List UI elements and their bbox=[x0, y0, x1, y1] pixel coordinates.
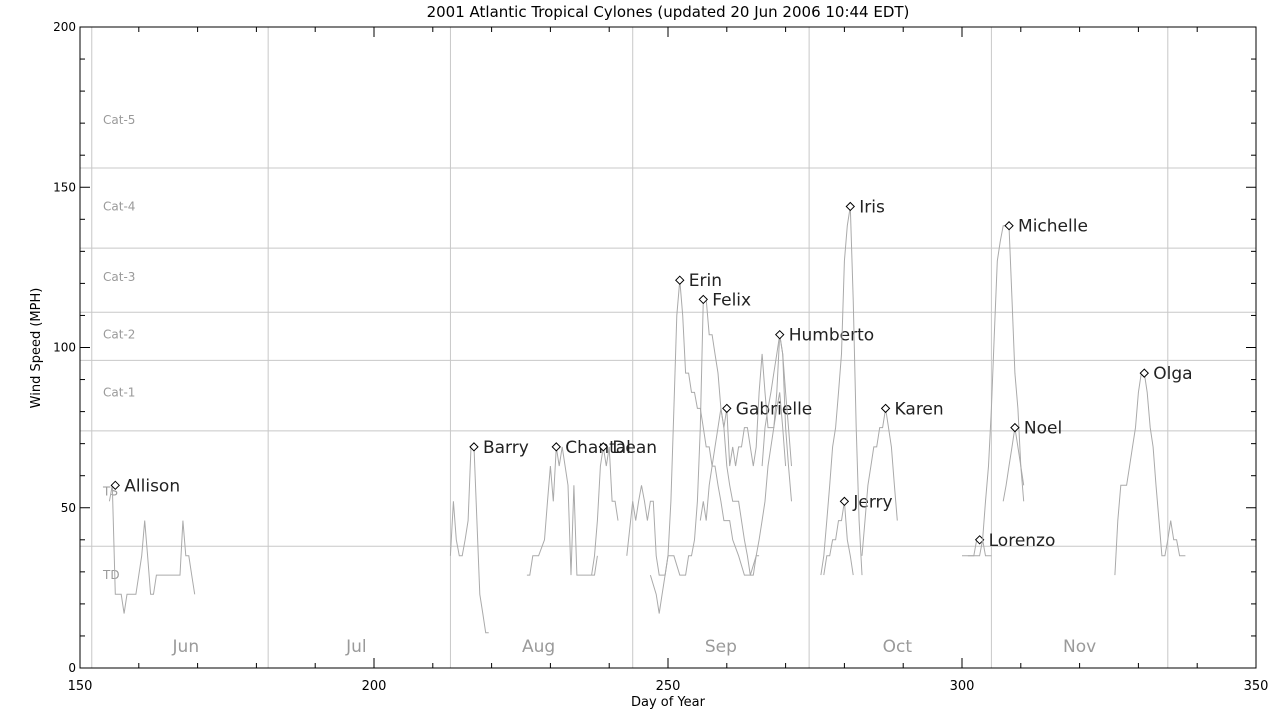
storm-label: Erin bbox=[689, 271, 722, 291]
x-tick-label: 250 bbox=[656, 679, 681, 694]
category-label: Cat-5 bbox=[103, 113, 135, 127]
storm-track bbox=[699, 334, 792, 521]
month-label: Sep bbox=[705, 637, 737, 657]
peak-marker bbox=[698, 294, 708, 305]
y-tick-label: 200 bbox=[53, 20, 76, 34]
storm-track bbox=[1002, 427, 1025, 502]
month-label: Aug bbox=[522, 637, 555, 657]
storm-track bbox=[591, 446, 619, 576]
month-label: Nov bbox=[1063, 637, 1096, 657]
month-label: Jun bbox=[172, 637, 200, 657]
storm-track bbox=[526, 446, 598, 576]
chart-title: 2001 Atlantic Tropical Cylones (updated … bbox=[427, 3, 910, 21]
peak-marker bbox=[469, 442, 479, 452]
plot-frame bbox=[79, 26, 1257, 669]
storm-label: Noel bbox=[1024, 419, 1062, 439]
x-tick-label: 350 bbox=[1244, 679, 1269, 694]
storm-track bbox=[861, 408, 898, 556]
storm-label: Gabrielle bbox=[736, 399, 812, 419]
peak-marker bbox=[880, 403, 891, 414]
month-label: Jul bbox=[345, 637, 367, 657]
grid-layer bbox=[80, 27, 1256, 668]
storm-track bbox=[108, 485, 196, 614]
peak-marker bbox=[1139, 368, 1149, 378]
storm-label: Felix bbox=[712, 290, 751, 310]
category-label: Cat-3 bbox=[103, 270, 135, 284]
month-labels: Jun Jul Aug Sep Oct Nov bbox=[172, 637, 1097, 657]
storm-label: Barry bbox=[483, 438, 529, 458]
y-axis-label: Wind Speed (MPH) bbox=[29, 288, 44, 409]
storm-label: Olga bbox=[1153, 364, 1192, 384]
storm-label: Dean bbox=[612, 438, 657, 458]
peak-marker bbox=[1004, 221, 1014, 231]
y-tick-label: 150 bbox=[53, 180, 76, 194]
peak-marker bbox=[598, 442, 609, 452]
category-label: TD bbox=[102, 568, 120, 582]
storm-track bbox=[962, 539, 992, 557]
x-tick-label: 300 bbox=[950, 679, 975, 694]
y-tick-label: 50 bbox=[61, 501, 76, 515]
storm-track bbox=[967, 225, 1025, 557]
storm-label: Jerry bbox=[852, 492, 892, 512]
peak-marker bbox=[722, 403, 732, 414]
storm-label: Karen bbox=[895, 399, 944, 419]
y-tick-label: 100 bbox=[53, 341, 76, 355]
y-tick-label: 0 bbox=[68, 661, 76, 675]
x-tick-label: 200 bbox=[362, 679, 387, 694]
category-label: Cat-1 bbox=[103, 385, 135, 399]
storm-track bbox=[649, 298, 787, 614]
x-tick-label: 150 bbox=[68, 679, 93, 694]
peak-marker bbox=[551, 442, 561, 452]
storm-label: Allison bbox=[124, 476, 180, 496]
storm-label: Chantal bbox=[565, 438, 631, 458]
category-label: Cat-2 bbox=[103, 328, 135, 342]
storm-label: Michelle bbox=[1018, 217, 1088, 237]
peak-marker bbox=[1010, 422, 1020, 433]
peak-marker bbox=[845, 201, 855, 212]
storm-label: Humberto bbox=[789, 326, 874, 346]
category-label: Cat-4 bbox=[103, 199, 135, 213]
storm-track bbox=[626, 280, 760, 576]
axes-layer: 150 200 250 300 350 0 50 100 150 200 bbox=[53, 20, 1268, 694]
peak-marker bbox=[775, 329, 785, 340]
storm-track bbox=[823, 501, 854, 576]
x-axis-label: Day of Year bbox=[631, 695, 706, 710]
month-label: Oct bbox=[883, 637, 913, 657]
storm-label: Lorenzo bbox=[989, 531, 1056, 551]
storm-label: Iris bbox=[859, 197, 885, 217]
peak-marker bbox=[110, 480, 120, 491]
storm-track bbox=[820, 206, 863, 576]
storm-track bbox=[761, 334, 792, 467]
peak-marker bbox=[675, 275, 685, 285]
storm-track bbox=[1114, 372, 1186, 576]
peak-marker bbox=[839, 496, 850, 507]
storm-track bbox=[449, 446, 489, 634]
